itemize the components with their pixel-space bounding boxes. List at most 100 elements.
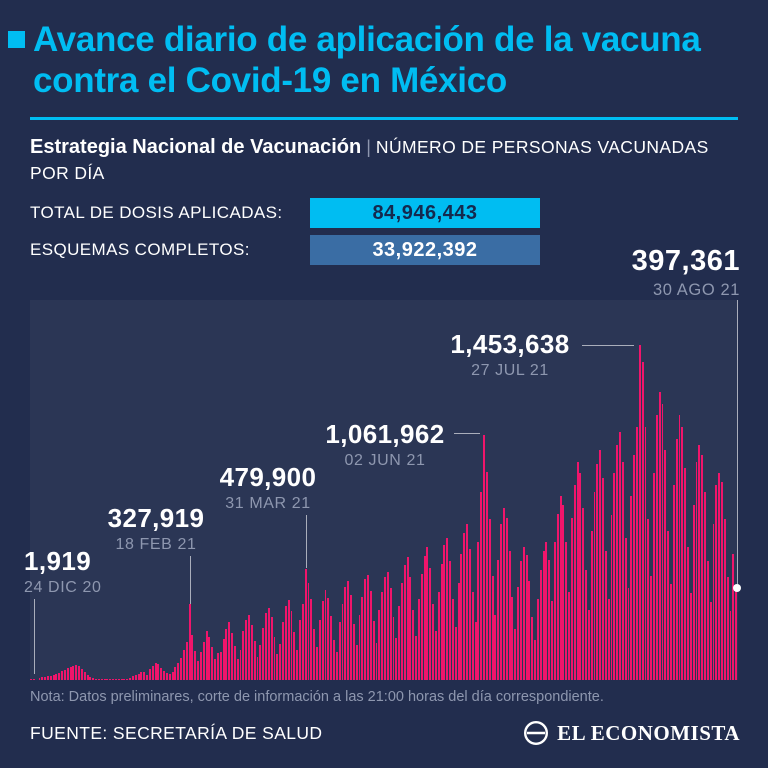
bar xyxy=(83,672,86,680)
bar xyxy=(330,615,333,680)
bar xyxy=(692,505,695,680)
bar xyxy=(417,598,420,680)
bar xyxy=(296,649,299,680)
bar xyxy=(148,669,151,680)
bar xyxy=(678,415,681,680)
bar xyxy=(616,445,619,680)
bar xyxy=(293,632,296,680)
bar xyxy=(457,582,460,680)
subtitle: Estrategia Nacional de Vacunación | NÚME… xyxy=(30,133,730,186)
bar xyxy=(137,673,140,680)
bar xyxy=(253,641,256,680)
bar xyxy=(225,629,228,680)
bar xyxy=(41,677,44,680)
bar xyxy=(75,664,78,680)
bar xyxy=(165,673,168,680)
bar xyxy=(267,608,270,680)
bar xyxy=(180,658,183,680)
bar xyxy=(344,587,347,680)
bar xyxy=(103,679,106,680)
bar xyxy=(46,676,49,680)
bar xyxy=(497,559,500,680)
bar xyxy=(188,604,191,680)
bar xyxy=(409,576,412,680)
bar xyxy=(607,598,610,680)
bar xyxy=(695,461,698,680)
bar xyxy=(92,677,95,680)
bar xyxy=(429,567,432,680)
stat-total-doses-value: 84,946,443 xyxy=(310,198,540,228)
bar xyxy=(174,667,177,680)
bar xyxy=(316,647,318,680)
bar xyxy=(684,468,687,680)
bar xyxy=(633,454,636,680)
accent-square xyxy=(8,31,25,48)
bar xyxy=(112,679,115,680)
bar xyxy=(191,635,194,680)
bar xyxy=(644,427,647,680)
bar xyxy=(519,560,522,680)
bar xyxy=(718,473,721,680)
bar xyxy=(715,484,718,680)
chart-area: 1,919 24 DIC 20 327,919 18 FEB 21 479,900 31 … xyxy=(24,300,741,680)
bar xyxy=(109,679,112,680)
bar xyxy=(664,450,667,680)
bar xyxy=(205,631,208,680)
bar xyxy=(636,427,638,680)
bar xyxy=(120,679,123,680)
bar xyxy=(443,544,446,680)
bar xyxy=(709,602,712,680)
page-title: Avance diario de aplicación de la vacuna… xyxy=(33,20,701,100)
bar xyxy=(58,672,61,680)
annotation-value: 1,453,638 xyxy=(450,329,570,359)
bar xyxy=(468,549,471,680)
bar xyxy=(403,565,406,680)
annotation-leader-line xyxy=(189,556,191,604)
bar xyxy=(627,588,630,680)
bar xyxy=(613,473,616,680)
bar xyxy=(276,654,279,680)
bar xyxy=(199,651,202,680)
bar xyxy=(38,677,41,680)
bar xyxy=(208,637,211,680)
bar xyxy=(273,636,276,680)
bar xyxy=(270,617,273,680)
bar xyxy=(508,551,511,680)
bar xyxy=(672,484,675,680)
bar xyxy=(367,574,369,680)
bar xyxy=(219,652,222,680)
bar xyxy=(211,647,214,680)
bar xyxy=(140,672,143,680)
bar xyxy=(69,666,72,680)
bar xyxy=(446,537,449,680)
bar xyxy=(375,642,378,680)
bar xyxy=(392,617,395,680)
chart-annotation: 1,061,962 02 JUN 21 xyxy=(325,419,444,470)
bar xyxy=(505,518,508,680)
bar xyxy=(222,638,225,680)
bar xyxy=(466,523,469,680)
bar xyxy=(350,595,352,680)
bar xyxy=(72,665,75,680)
bar xyxy=(369,590,372,680)
bar xyxy=(63,669,66,680)
subtitle-separator: | xyxy=(361,137,376,157)
bar xyxy=(114,679,117,680)
bar xyxy=(236,658,239,680)
bar xyxy=(157,664,160,680)
bar xyxy=(451,598,454,680)
bar xyxy=(335,651,338,680)
bar xyxy=(194,651,197,680)
bar xyxy=(52,675,55,680)
bar xyxy=(327,597,330,680)
bar xyxy=(454,626,457,680)
annotation-date: 27 JUL 21 xyxy=(471,362,549,379)
chart-annotation: 479,900 31 MAR 21 xyxy=(220,462,317,513)
bar xyxy=(573,484,576,680)
bar xyxy=(463,533,466,680)
bar xyxy=(154,662,157,680)
bar xyxy=(282,621,284,680)
bar xyxy=(653,473,655,680)
bar xyxy=(233,645,236,680)
bar xyxy=(542,551,545,680)
